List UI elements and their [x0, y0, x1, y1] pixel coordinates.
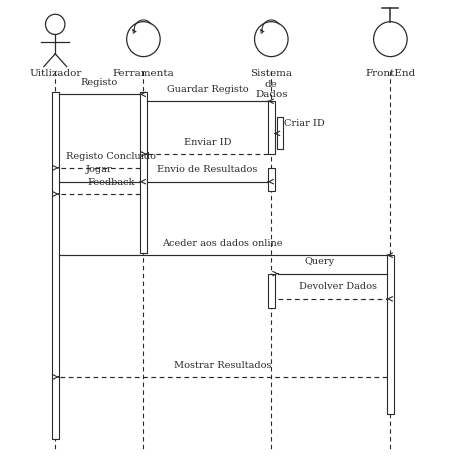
Text: Query: Query	[305, 257, 335, 266]
Bar	[268, 101, 275, 154]
Bar	[268, 168, 275, 191]
Text: FrontEnd: FrontEnd	[365, 69, 415, 78]
Text: Registo Concluido: Registo Concluido	[67, 151, 157, 160]
Text: Envio de Resultados: Envio de Resultados	[157, 165, 257, 174]
Bar	[140, 92, 147, 253]
Text: Criar ID: Criar ID	[284, 119, 324, 128]
Bar	[387, 255, 394, 414]
Text: Enviar ID: Enviar ID	[184, 138, 231, 147]
Text: Uitlizador: Uitlizador	[29, 69, 81, 78]
Bar	[52, 92, 59, 439]
Text: Ferramenta: Ferramenta	[112, 69, 174, 78]
Text: Devolver Dados: Devolver Dados	[299, 282, 377, 292]
Text: Aceder aos dados online: Aceder aos dados online	[162, 239, 283, 248]
Text: Guardar Registo: Guardar Registo	[166, 85, 248, 94]
Text: Mostrar Resultados: Mostrar Resultados	[174, 361, 271, 370]
Bar	[268, 273, 275, 308]
Text: Feedback: Feedback	[88, 178, 135, 187]
Text: Jogar: Jogar	[86, 165, 112, 174]
Bar	[277, 117, 283, 150]
Text: Registo: Registo	[81, 78, 118, 87]
Text: Sistema
de
Dados: Sistema de Dados	[250, 69, 292, 99]
